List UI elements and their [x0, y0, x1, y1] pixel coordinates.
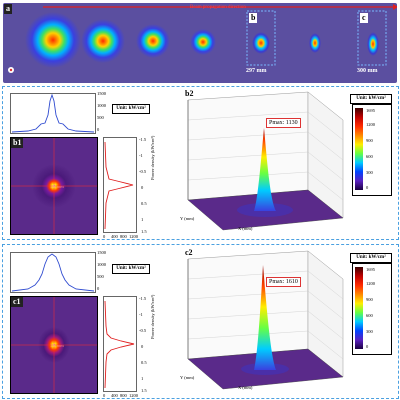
- c-vert-ytick-4: 0: [141, 344, 144, 349]
- b-vert-ytick-1: -1.5: [139, 137, 147, 142]
- c-vertical-profile: [103, 296, 137, 392]
- c2-label: c2: [185, 248, 193, 257]
- box-b: [246, 10, 276, 66]
- b-profile-ytick-3: 500: [97, 115, 104, 120]
- c2-peak-label: Pmax: 1610: [266, 277, 301, 287]
- c-legend-colorbar: [355, 267, 363, 349]
- c-profile-ytick-2: 1000: [97, 262, 106, 267]
- b-vert-xtick-2: 400: [111, 234, 118, 239]
- b2-label: b2: [185, 89, 194, 98]
- beam-spot-3: [136, 24, 170, 58]
- b-vert-ytick-4: 0: [141, 185, 144, 190]
- c-vert-ytick-7: 1.5: [141, 388, 147, 393]
- c-vert-xtick-2: 400: [111, 393, 118, 398]
- b2-ylabel: Y (mm): [180, 216, 195, 221]
- c-legend-tick-3: 900: [366, 297, 373, 302]
- b1-center-label: 1.5 mm: [50, 184, 64, 189]
- c-vert-xtick-1: 0: [103, 393, 106, 398]
- c2-xlabel: X (mm): [238, 385, 253, 390]
- b2-zlabel: Power density (kW/cm²): [150, 135, 155, 180]
- b-vert-ytick-7: 1.5: [141, 229, 147, 234]
- b1-label: b1: [11, 138, 24, 148]
- b-vert-ytick-5: 0.5: [141, 201, 147, 206]
- b-profile-ytick-2: 1000: [97, 103, 106, 108]
- b2-peak-label: Pmax: 1130: [266, 118, 301, 128]
- b-profile-ytick-1: 1500: [97, 91, 106, 96]
- b-vertical-profile: [103, 137, 137, 233]
- box-c-label: c: [360, 13, 368, 23]
- b-legend-tick-6: 0: [366, 185, 369, 190]
- panel-c-frame: [2, 244, 399, 399]
- b-legend-colorbar: [355, 108, 363, 190]
- c-legend-tick-1: 1695: [366, 267, 375, 272]
- c-vert-xtick-3: 800: [120, 393, 127, 398]
- b-legend-tick-2: 1200: [366, 122, 375, 127]
- b1-heatmap: [10, 137, 98, 235]
- b-legend-tick-1: 1695: [366, 108, 375, 113]
- b2-3d-plot: [187, 91, 344, 231]
- b-vert-ytick-2: -1: [139, 153, 143, 158]
- b-unit-box: Unit: kW/cm²: [112, 104, 150, 114]
- c-vert-ytick-1: -1.5: [139, 296, 147, 301]
- b-legend-tick-5: 300: [366, 170, 373, 175]
- distance-b: 297 mm: [246, 68, 267, 74]
- c2-3d-plot: [187, 250, 344, 390]
- beam-spot-6: [309, 33, 321, 53]
- c-legend-title: Unit: kW/cm²: [350, 253, 392, 263]
- box-b-label: b: [249, 13, 258, 23]
- c-vert-ytick-2: -1: [139, 312, 143, 317]
- beam-spot-2: [81, 19, 125, 63]
- b-vert-xtick-4: 1200: [129, 234, 138, 239]
- c1-heatmap: [10, 296, 98, 394]
- b-legend-title: Unit: kW/cm²: [350, 94, 392, 104]
- c-legend-tick-4: 600: [366, 313, 373, 318]
- c-profile-ytick-1: 1500: [97, 250, 106, 255]
- c-profile-ytick-3: 500: [97, 274, 104, 279]
- c2-ylabel: Y (mm): [180, 375, 195, 380]
- b2-xlabel: X (mm): [238, 226, 253, 231]
- c2-zlabel: Power density (kW/cm²): [150, 294, 155, 339]
- beam-spot-5: [252, 32, 270, 54]
- beam-spot-7: [367, 32, 379, 56]
- c1-label: c1: [11, 297, 23, 307]
- c-unit-box: Unit: kW/cm²: [112, 264, 150, 274]
- b-vert-xtick-1: 0: [103, 234, 106, 239]
- beam-spot-1: [25, 12, 81, 68]
- c-legend-tick-5: 300: [366, 329, 373, 334]
- beam-image-strip: [3, 3, 397, 83]
- b-vert-ytick-3: -0.5: [139, 169, 147, 174]
- beam-spot-4: [190, 29, 216, 55]
- c1-center-label: 1.5 mm: [50, 343, 64, 348]
- c-legend-tick-2: 1200: [366, 281, 375, 286]
- panel-a-label: a: [4, 4, 12, 14]
- b-legend-tick-3: 900: [366, 138, 373, 143]
- c-vert-ytick-6: 1: [141, 376, 144, 381]
- c-vert-ytick-5: 0.5: [141, 360, 147, 365]
- c-vert-xtick-4: 1200: [129, 393, 138, 398]
- b-vert-ytick-6: 1: [141, 217, 144, 222]
- propagation-label: Beam propagation direction: [190, 5, 246, 10]
- b-vert-xtick-3: 800: [120, 234, 127, 239]
- beam-spots-svg: [8, 4, 397, 73]
- b-legend-tick-4: 600: [366, 154, 373, 159]
- b-horizontal-profile: [10, 93, 96, 134]
- c-profile-ytick-4: 0: [97, 286, 100, 291]
- box-c: [357, 10, 387, 66]
- c-horizontal-profile: [10, 252, 96, 293]
- distance-c: 300 mm: [357, 68, 378, 74]
- arrow-head-icon: [393, 4, 397, 10]
- b-profile-ytick-4: 0: [97, 127, 100, 132]
- panel-b-frame: [2, 86, 399, 240]
- c-vert-ytick-3: -0.5: [139, 328, 147, 333]
- c-legend-tick-6: 0: [366, 344, 369, 349]
